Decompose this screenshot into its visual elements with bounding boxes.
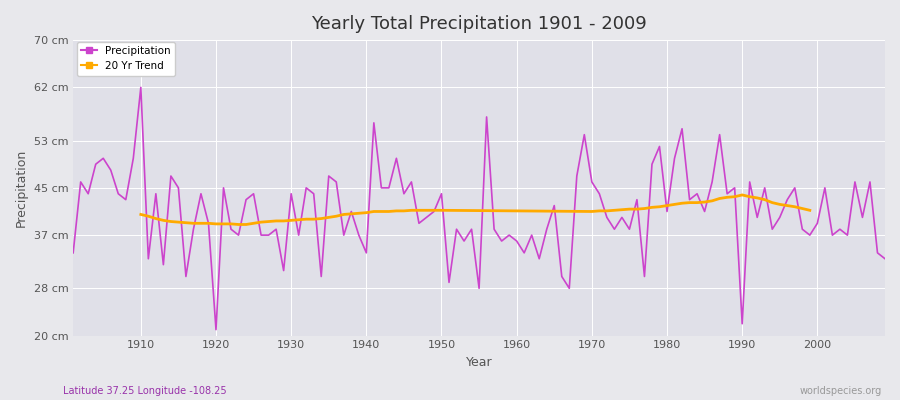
Y-axis label: Precipitation: Precipitation: [15, 149, 28, 227]
Text: Latitude 37.25 Longitude -108.25: Latitude 37.25 Longitude -108.25: [63, 386, 227, 396]
Legend: Precipitation, 20 Yr Trend: Precipitation, 20 Yr Trend: [77, 42, 176, 76]
Text: worldspecies.org: worldspecies.org: [800, 386, 882, 396]
Title: Yearly Total Precipitation 1901 - 2009: Yearly Total Precipitation 1901 - 2009: [311, 15, 647, 33]
X-axis label: Year: Year: [466, 356, 492, 369]
